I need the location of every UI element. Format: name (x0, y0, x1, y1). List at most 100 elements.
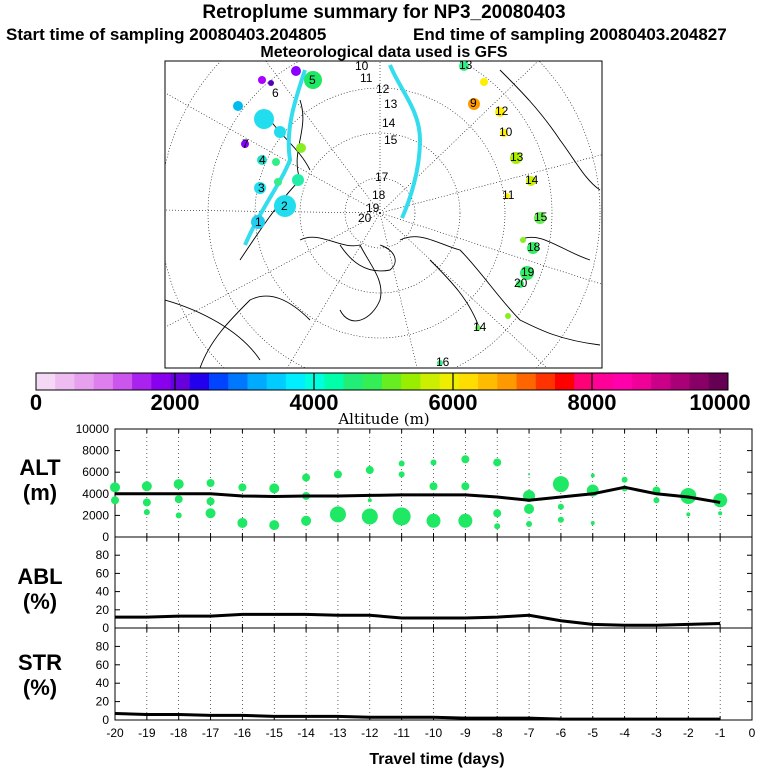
plume-marker (437, 360, 443, 366)
colorbar-swatch (305, 373, 325, 390)
colorbar-swatch (170, 373, 191, 390)
day-label: 14 (525, 173, 539, 187)
plume-marker (459, 61, 469, 71)
alt-point (141, 481, 152, 492)
alt-mean-line (115, 485, 721, 504)
ytick-label: 8000 (82, 444, 109, 458)
plume-marker (516, 280, 524, 288)
colorbar-swatch (612, 373, 633, 390)
alt-point (494, 523, 501, 530)
alt-point (301, 515, 312, 526)
plume-marker (257, 155, 267, 165)
day-label: 20 (358, 211, 372, 225)
plume-marker (254, 109, 274, 129)
day-label: 14 (382, 116, 396, 130)
panel-labels: ALT (m) ABL (%) STR (%) (17, 455, 62, 700)
xtick-label: -20 (106, 726, 124, 740)
panel-frame (114, 536, 753, 629)
alt-point (174, 495, 183, 504)
ytick-label: 6000 (82, 465, 109, 479)
alt-point (269, 520, 280, 531)
map-day-labels: 10 11 12 13 14 15 17 18 19 20 5 6 7 4 3 … (242, 58, 548, 369)
abl-label: ABL (%) (17, 564, 62, 614)
ytick-label: 0 (102, 530, 109, 544)
colorbar-swatch (535, 373, 556, 390)
ytick-label: 40 (96, 585, 110, 599)
alt-point (718, 511, 723, 516)
colorbar-swatch (324, 373, 345, 390)
xtick-label: -8 (492, 726, 503, 740)
day-label: 2 (281, 199, 288, 213)
xtick-label: -14 (297, 726, 315, 740)
day-label: 17 (375, 170, 389, 184)
alt-point (526, 521, 533, 528)
alt-point (493, 458, 502, 467)
colorbar-tick-2000: 2000 (151, 390, 200, 415)
alt-point (686, 512, 691, 517)
xtick-label: -17 (202, 726, 220, 740)
alt-point (333, 470, 342, 479)
map-coastlines (165, 69, 601, 368)
alt-point (653, 497, 660, 504)
colorbar-swatch (362, 373, 383, 390)
plume-marker (274, 195, 296, 217)
day-label: 12 (376, 82, 390, 96)
xtick-label: -1 (715, 726, 726, 740)
plume-marker (274, 126, 286, 138)
panel-abl: 80 60 40 20 0 (96, 536, 753, 635)
alt-point (430, 459, 437, 466)
end-time: End time of sampling 20080403.204827 (413, 25, 727, 44)
colorbar-swatch (189, 373, 210, 390)
day-label: 1 (255, 215, 262, 229)
alt-point (552, 476, 569, 493)
day-label: 19 (366, 201, 380, 215)
colorbar-frame (35, 372, 729, 391)
time-series-panels: 1000080006000400020000806040200806040200… (76, 422, 756, 740)
plume-marker (500, 129, 508, 137)
alt-point (206, 479, 215, 487)
day-label: 10 (499, 125, 513, 139)
alt-point (461, 455, 470, 464)
alt-point (590, 473, 595, 478)
day-label: 11 (360, 71, 373, 85)
colorbar-swatch (708, 373, 729, 390)
alt-point (528, 473, 531, 476)
plume-marker (272, 158, 280, 166)
day-label: 15 (534, 210, 548, 224)
alt-point (426, 513, 441, 528)
ytick-label: 10000 (76, 422, 110, 436)
colorbar-swatch (343, 373, 364, 390)
ytick-label: 20 (96, 695, 110, 709)
day-label: 6 (272, 86, 279, 100)
alt-point (365, 466, 374, 475)
xtick-label: -13 (329, 726, 347, 740)
colorbar-swatch (401, 373, 421, 390)
xtick-label: -7 (524, 726, 535, 740)
day-label: 14 (473, 320, 487, 334)
ytick-label: 40 (96, 676, 110, 690)
day-label: 7 (242, 137, 249, 151)
str-label: STR (%) (18, 650, 62, 700)
ytick-label: 0 (102, 621, 109, 635)
alt-point (461, 482, 470, 491)
xtick-label: -12 (361, 726, 379, 740)
altitude-colorbar (35, 372, 729, 391)
alt-point (398, 471, 405, 478)
colorbar-tick-4000: 4000 (290, 390, 339, 415)
day-label: 18 (527, 240, 541, 254)
xtick-label: -18 (170, 726, 188, 740)
alt-point (238, 483, 247, 492)
alt-point (392, 507, 411, 526)
ytick-label: 20 (96, 603, 110, 617)
met-data: Meteorological data used is GFS (260, 44, 508, 61)
alt-point (713, 493, 728, 508)
xtick-label: -6 (556, 726, 567, 740)
plume-path-east (388, 64, 423, 219)
str-line (114, 712, 721, 721)
colorbar-swatch (112, 373, 133, 390)
xtick-label: -4 (619, 726, 630, 740)
xtick-label: -16 (234, 726, 252, 740)
ytick-label: 60 (96, 658, 110, 672)
day-label: 9 (470, 96, 477, 110)
